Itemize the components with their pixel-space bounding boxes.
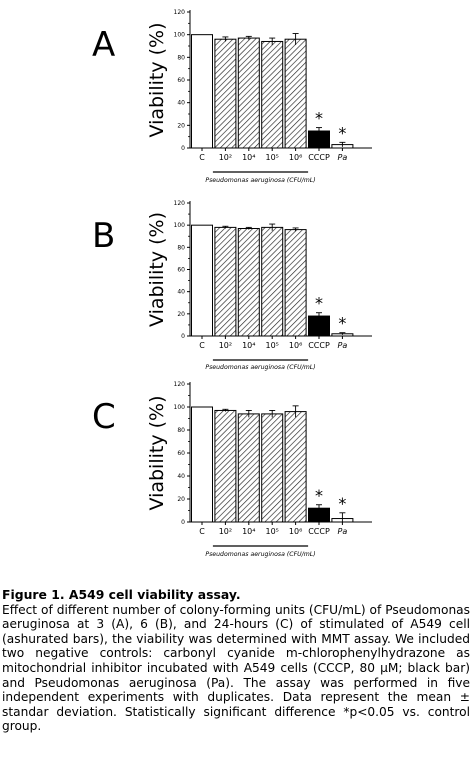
x-tick-label: 10⁶ xyxy=(289,153,302,162)
x-axis-label: Pseudomonas aeruginosa (CFU/mL) xyxy=(205,551,315,558)
y-tick-label: 60 xyxy=(177,450,185,457)
y-tick-label: 100 xyxy=(174,222,186,229)
significance-marker: * xyxy=(338,494,346,513)
bar xyxy=(214,38,237,149)
caption-body: Effect of different number of colony-for… xyxy=(2,602,470,734)
y-axis-label: Viability (%) xyxy=(146,212,168,327)
y-tick-label: 100 xyxy=(174,404,186,411)
y-tick-label: 120 xyxy=(174,381,186,388)
bar xyxy=(284,411,307,523)
x-tick-label: Pa xyxy=(338,527,348,536)
x-tick-label: C xyxy=(199,341,205,350)
y-tick-label: 40 xyxy=(177,289,185,296)
bar xyxy=(214,226,237,337)
significance-marker: * xyxy=(315,109,323,128)
y-tick-label: 0 xyxy=(181,333,185,340)
figure-caption: Figure 1. A549 cell viability assay. Eff… xyxy=(2,587,470,734)
bar xyxy=(214,409,237,523)
significance-marker: * xyxy=(315,486,323,505)
y-tick-label: 80 xyxy=(177,54,185,61)
x-tick-label: 10⁴ xyxy=(242,153,255,162)
chart-panel-c: C Viability (%) 0 20 40 60 80 100 120 C 10² 10⁴ 10⁵ 1… xyxy=(92,381,372,558)
x-tick-label: 10² xyxy=(219,527,232,536)
x-tick-label: 10⁵ xyxy=(266,341,279,350)
significance-marker: * xyxy=(338,123,346,142)
y-tick-label: 80 xyxy=(177,244,185,251)
y-tick-label: 20 xyxy=(177,311,185,318)
figure: A Viability (%) 0 20 40 60 80 100 120 C 10² 10⁴ 10⁵ 1… xyxy=(92,9,372,558)
panel-label: A xyxy=(92,25,115,65)
bar xyxy=(261,226,284,337)
y-tick-label: 20 xyxy=(177,496,185,503)
x-axis-label: Pseudomonas aeruginosa (CFU/mL) xyxy=(205,364,315,371)
y-tick-label: 60 xyxy=(177,267,185,274)
y-axis-label: Viability (%) xyxy=(146,395,168,510)
significance-marker: * xyxy=(338,314,346,333)
x-tick-label: Pa xyxy=(338,341,348,350)
caption-title: Figure 1. A549 cell viability assay. xyxy=(2,587,241,602)
panel-label: B xyxy=(92,216,115,256)
bar xyxy=(261,40,284,149)
y-tick-label: 120 xyxy=(174,200,186,207)
x-tick-label: 10⁵ xyxy=(266,527,279,536)
x-tick-label: CCCP xyxy=(308,153,330,162)
bar xyxy=(237,227,260,337)
x-tick-label: 10⁶ xyxy=(289,341,302,350)
y-tick-label: 40 xyxy=(177,473,185,480)
y-tick-label: 100 xyxy=(174,32,186,39)
x-tick-label: C xyxy=(199,153,205,162)
x-tick-label: 10⁶ xyxy=(289,527,302,536)
figure-svg: A Viability (%) 0 20 40 60 80 100 120 C 10² 10⁴ 10⁵ 1… xyxy=(92,9,372,558)
x-tick-label: 10⁴ xyxy=(242,341,255,350)
y-tick-label: 0 xyxy=(181,145,185,152)
y-tick-label: 20 xyxy=(177,122,185,129)
x-tick-label: 10² xyxy=(219,341,232,350)
y-axis-label: Viability (%) xyxy=(146,22,168,137)
bar xyxy=(237,37,260,149)
y-tick-label: 0 xyxy=(181,519,185,526)
x-tick-label: 10² xyxy=(219,153,232,162)
x-axis-label: Pseudomonas aeruginosa (CFU/mL) xyxy=(205,177,315,184)
bar xyxy=(191,224,213,337)
panel-label: C xyxy=(92,397,116,437)
y-tick-label: 60 xyxy=(177,77,185,84)
bar xyxy=(191,34,213,149)
significance-marker: * xyxy=(315,294,323,313)
x-tick-label: C xyxy=(199,527,205,536)
x-tick-label: Pa xyxy=(338,153,348,162)
bar xyxy=(261,413,284,523)
y-tick-label: 40 xyxy=(177,100,185,107)
x-tick-label: 10⁵ xyxy=(266,153,279,162)
y-tick-label: 80 xyxy=(177,427,185,434)
bar xyxy=(284,38,307,149)
bar xyxy=(284,229,307,337)
x-tick-label: 10⁴ xyxy=(242,527,255,536)
x-tick-label: CCCP xyxy=(308,341,330,350)
bar xyxy=(237,413,260,523)
x-tick-label: CCCP xyxy=(308,527,330,536)
y-tick-label: 120 xyxy=(174,9,186,16)
bar xyxy=(191,406,213,523)
chart-panel-b: B Viability (%) 0 20 40 60 80 100 120 C 10² 10⁴ 10⁵ 1… xyxy=(92,200,372,371)
chart-panel-a: A Viability (%) 0 20 40 60 80 100 120 C 10² 10⁴ 10⁵ 1… xyxy=(92,9,372,184)
